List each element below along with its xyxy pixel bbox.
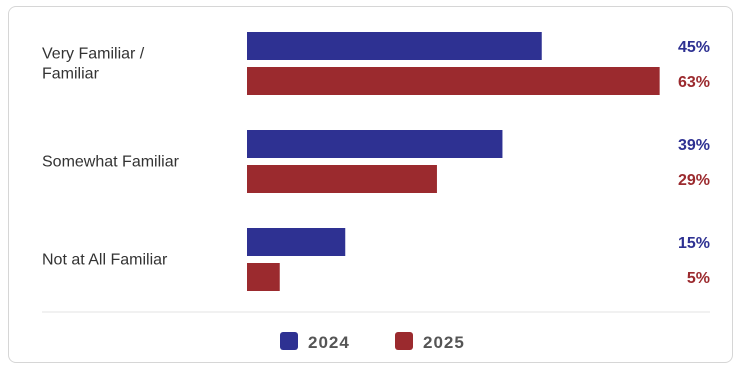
legend-swatch-2024 [280, 332, 298, 350]
value-label-2024: 39% [678, 137, 710, 154]
category-label: Familiar [42, 66, 100, 83]
category-labels: Very Familiar / Familiar Somewhat Familiar… [42, 46, 180, 269]
bar-2024 [247, 130, 503, 158]
value-labels: 45% 63% 39% 29% 15% 5% [678, 39, 710, 287]
category-label: Not at All Familiar [42, 252, 168, 269]
legend-swatch-2025 [395, 332, 413, 350]
legend-label-2025: 2025 [423, 333, 465, 352]
bar-2024 [247, 228, 346, 256]
bar-2025 [247, 165, 437, 193]
category-label: Very Familiar / [42, 46, 145, 63]
legend: 2024 2025 [280, 332, 465, 352]
legend-label-2024: 2024 [308, 333, 350, 352]
bar-2024 [247, 32, 542, 60]
value-label-2025: 63% [678, 74, 710, 91]
bar-2025 [247, 263, 280, 291]
value-label-2024: 45% [678, 39, 710, 56]
value-label-2024: 15% [678, 235, 710, 252]
bars [247, 32, 660, 291]
value-label-2025: 5% [687, 270, 710, 287]
bar-2025 [247, 67, 660, 95]
value-label-2025: 29% [678, 172, 710, 189]
category-label: Somewhat Familiar [42, 154, 180, 171]
